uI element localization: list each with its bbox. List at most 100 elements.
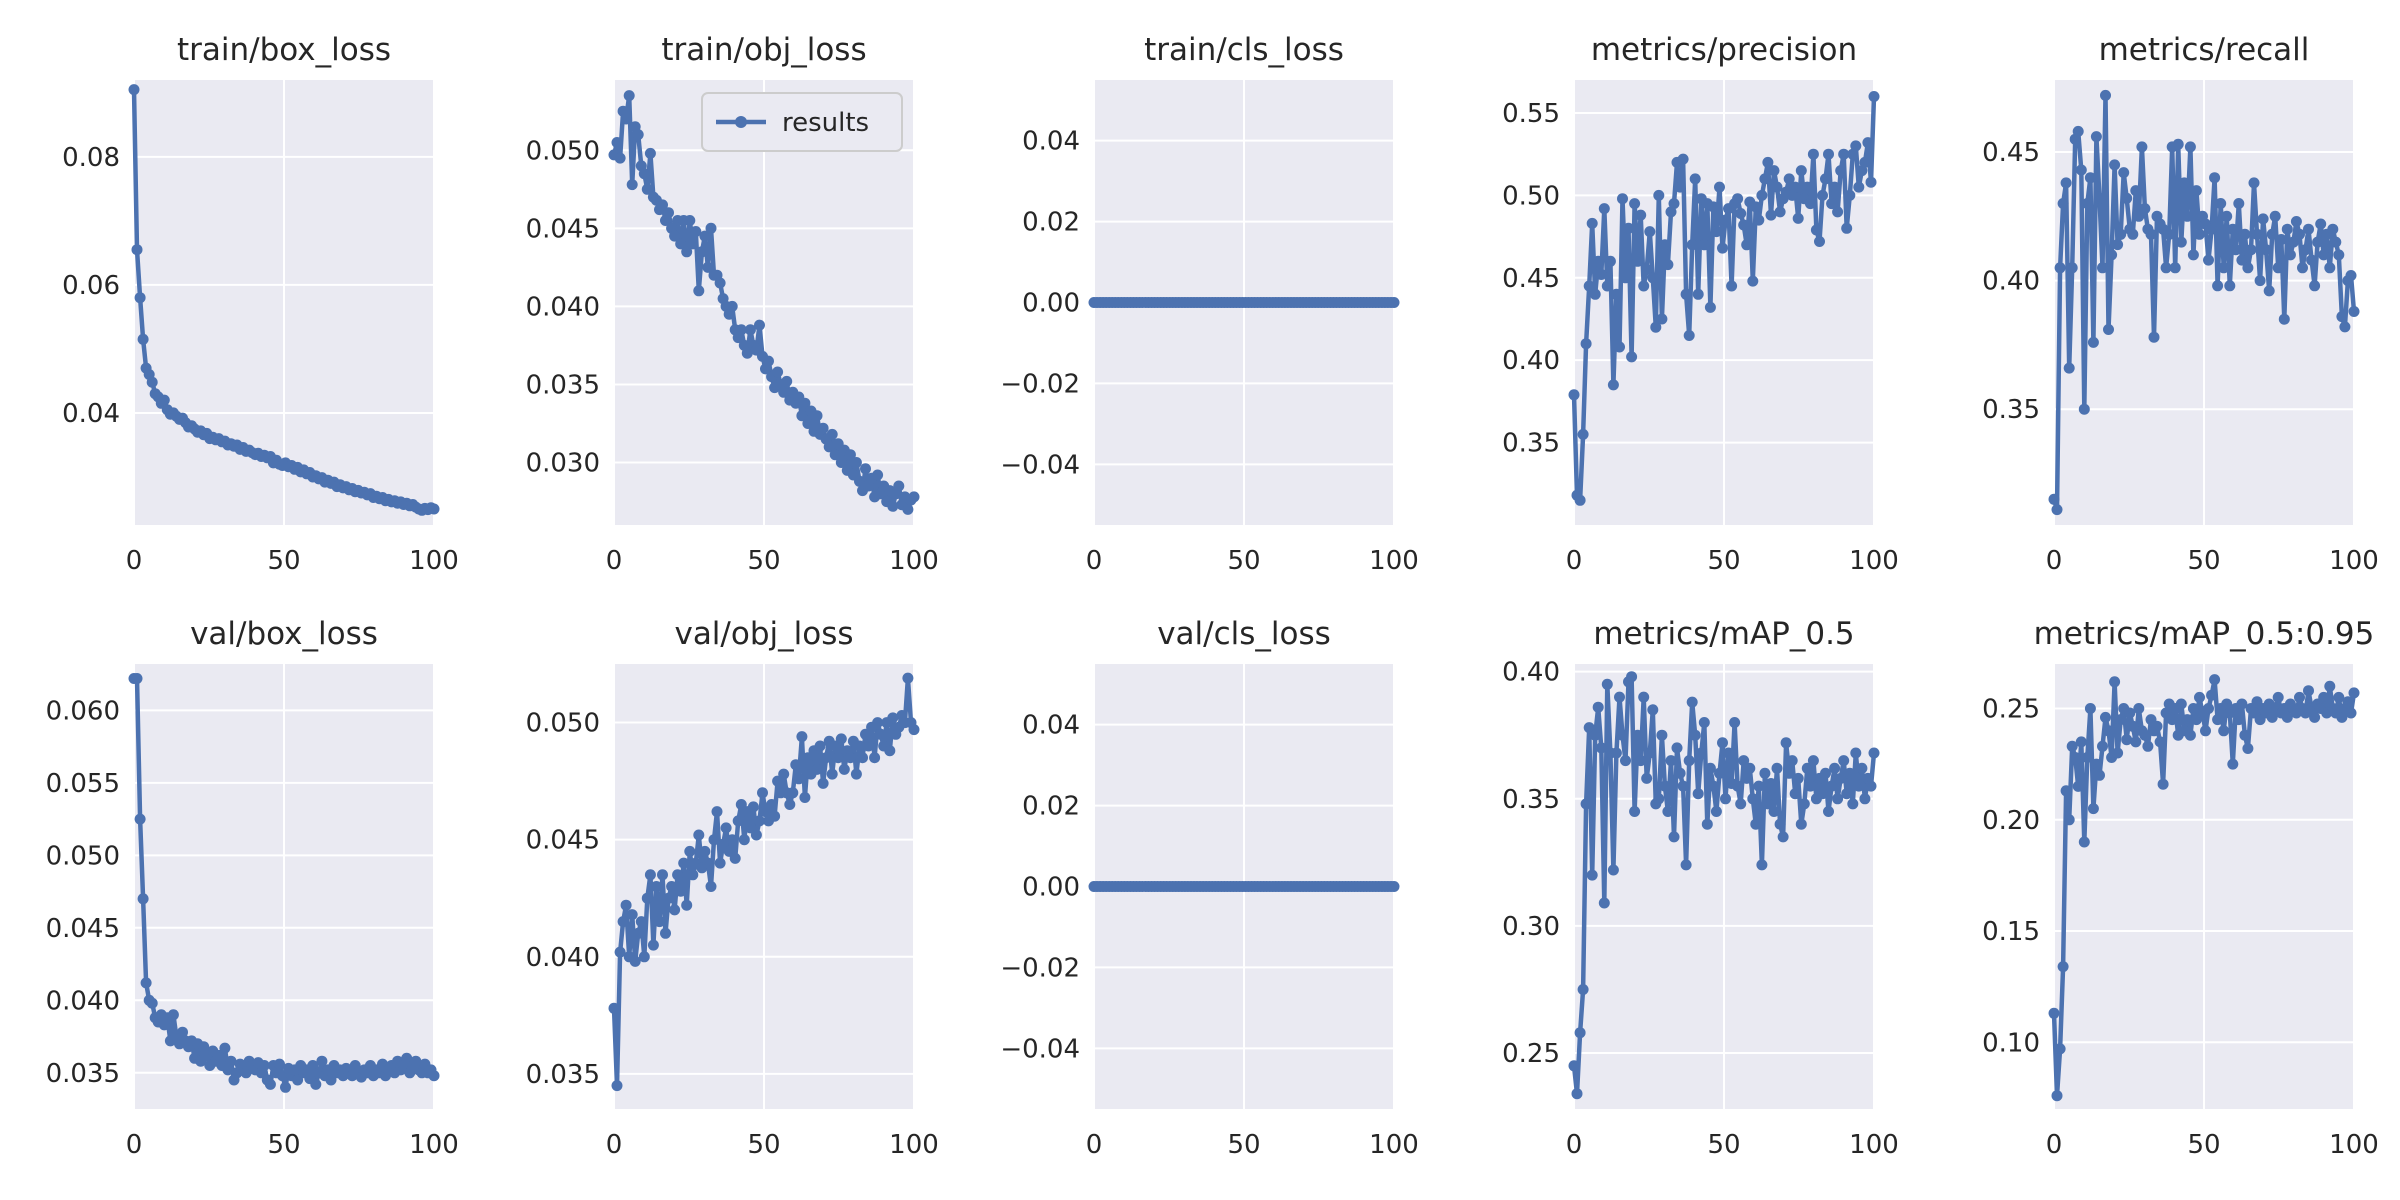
data-point xyxy=(1595,269,1607,280)
data-point xyxy=(2203,703,2214,714)
data-point xyxy=(1617,193,1628,205)
subplot-metrics-map-0-5: 0 50 100 0.25 0.30 0.35 0.40 metrics/mAP_0.5 xyxy=(1502,616,1899,1160)
subplot-metrics-precision: 0 50 100 0.35 0.40 0.45 0.50 0.55 metrics/precis… xyxy=(1502,32,1899,576)
data-point xyxy=(2121,192,2133,204)
data-point xyxy=(2339,321,2351,333)
data-point xyxy=(231,1067,243,1079)
data-point xyxy=(2324,680,2336,692)
data-point xyxy=(2078,403,2090,415)
data-point xyxy=(641,892,653,904)
data-point xyxy=(1698,717,1710,728)
data-point xyxy=(2227,758,2239,770)
subplot-title: metrics/mAP_0.5:0.95 xyxy=(2034,616,2375,652)
data-point xyxy=(838,763,850,775)
data-point xyxy=(198,1041,210,1053)
y-tick-label: 0.08 xyxy=(62,143,120,173)
data-point xyxy=(1577,428,1589,440)
data-point xyxy=(2303,223,2314,235)
data-point xyxy=(1717,737,1728,749)
data-point xyxy=(1683,330,1695,341)
data-point xyxy=(1789,181,1801,193)
data-point xyxy=(1653,189,1665,201)
y-tick-label: −0.02 xyxy=(1000,953,1080,983)
data-point xyxy=(1732,193,1744,205)
data-point xyxy=(747,801,759,813)
data-point xyxy=(1795,818,1807,830)
data-point xyxy=(1865,780,1877,792)
data-point xyxy=(2084,172,2096,184)
data-point xyxy=(1786,189,1798,201)
data-point xyxy=(1759,767,1771,779)
data-point xyxy=(2054,1043,2066,1055)
data-point xyxy=(2184,141,2196,153)
subplot-metrics-recall: 0 50 100 0.35 0.40 0.45 metrics/recall xyxy=(1982,32,2379,576)
data-point xyxy=(608,1002,620,1014)
data-point xyxy=(1568,389,1580,401)
x-tick-label: 100 xyxy=(1369,1130,1419,1160)
data-point xyxy=(1720,214,1731,226)
data-point xyxy=(778,386,790,398)
y-tick-label: 0.04 xyxy=(62,399,120,429)
data-point xyxy=(1792,772,1804,784)
data-point xyxy=(428,1070,440,1082)
y-tick-label: 0.030 xyxy=(526,449,600,479)
data-point xyxy=(1695,747,1707,759)
data-point xyxy=(2163,228,2175,240)
y-tick-label: −0.02 xyxy=(1000,369,1080,399)
data-point xyxy=(2327,223,2339,235)
y-tick-label: 0.02 xyxy=(1022,792,1080,822)
x-tick-label: 50 xyxy=(747,546,780,576)
data-point xyxy=(632,129,644,141)
data-point xyxy=(811,763,823,775)
data-point xyxy=(1780,737,1792,749)
x-tick-label: 100 xyxy=(2329,546,2379,576)
data-point xyxy=(623,90,635,102)
data-point xyxy=(1665,206,1677,218)
data-point xyxy=(684,845,696,857)
data-point xyxy=(1586,217,1598,229)
y-tick-label: 0.45 xyxy=(1982,138,2040,168)
y-tick-label: 0.04 xyxy=(1022,711,1080,741)
data-point xyxy=(137,333,149,345)
data-point xyxy=(1844,189,1856,201)
data-point xyxy=(614,946,626,958)
y-tick-label: 0.035 xyxy=(526,370,600,400)
data-point xyxy=(872,469,884,481)
legend: results xyxy=(701,92,903,152)
data-point xyxy=(763,355,774,367)
data-point xyxy=(1804,198,1816,210)
y-tick-label: 0.035 xyxy=(46,1059,120,1089)
data-point xyxy=(2294,228,2305,240)
data-point xyxy=(1598,897,1610,909)
data-point xyxy=(1707,780,1719,792)
data-point xyxy=(796,410,808,422)
y-tick-label: 0.20 xyxy=(1982,806,2040,836)
data-point xyxy=(626,179,638,191)
data-point xyxy=(2057,198,2069,209)
data-point xyxy=(1786,755,1798,767)
data-point xyxy=(1635,209,1647,221)
data-point xyxy=(1717,242,1728,254)
data-point xyxy=(669,904,681,916)
subplot-title: val/box_loss xyxy=(190,616,378,652)
y-tick-label: 0.035 xyxy=(526,1060,600,1090)
data-point xyxy=(2139,203,2151,215)
data-point xyxy=(167,1009,179,1021)
data-point xyxy=(1662,259,1674,271)
data-point xyxy=(726,834,738,846)
y-tick-label: 0.35 xyxy=(1502,785,1560,815)
data-point xyxy=(735,324,747,336)
data-point xyxy=(1801,181,1813,193)
data-point xyxy=(654,916,665,928)
data-point xyxy=(844,449,856,461)
data-point xyxy=(702,261,714,273)
x-tick-label: 100 xyxy=(1849,546,1899,576)
data-point xyxy=(660,927,671,939)
data-point xyxy=(835,457,847,468)
data-point xyxy=(1677,780,1689,792)
data-point xyxy=(1656,729,1668,741)
data-point xyxy=(1844,767,1856,779)
legend-box xyxy=(701,92,903,152)
y-tick-label: −0.04 xyxy=(1000,1034,1080,1064)
data-point xyxy=(2348,687,2360,699)
